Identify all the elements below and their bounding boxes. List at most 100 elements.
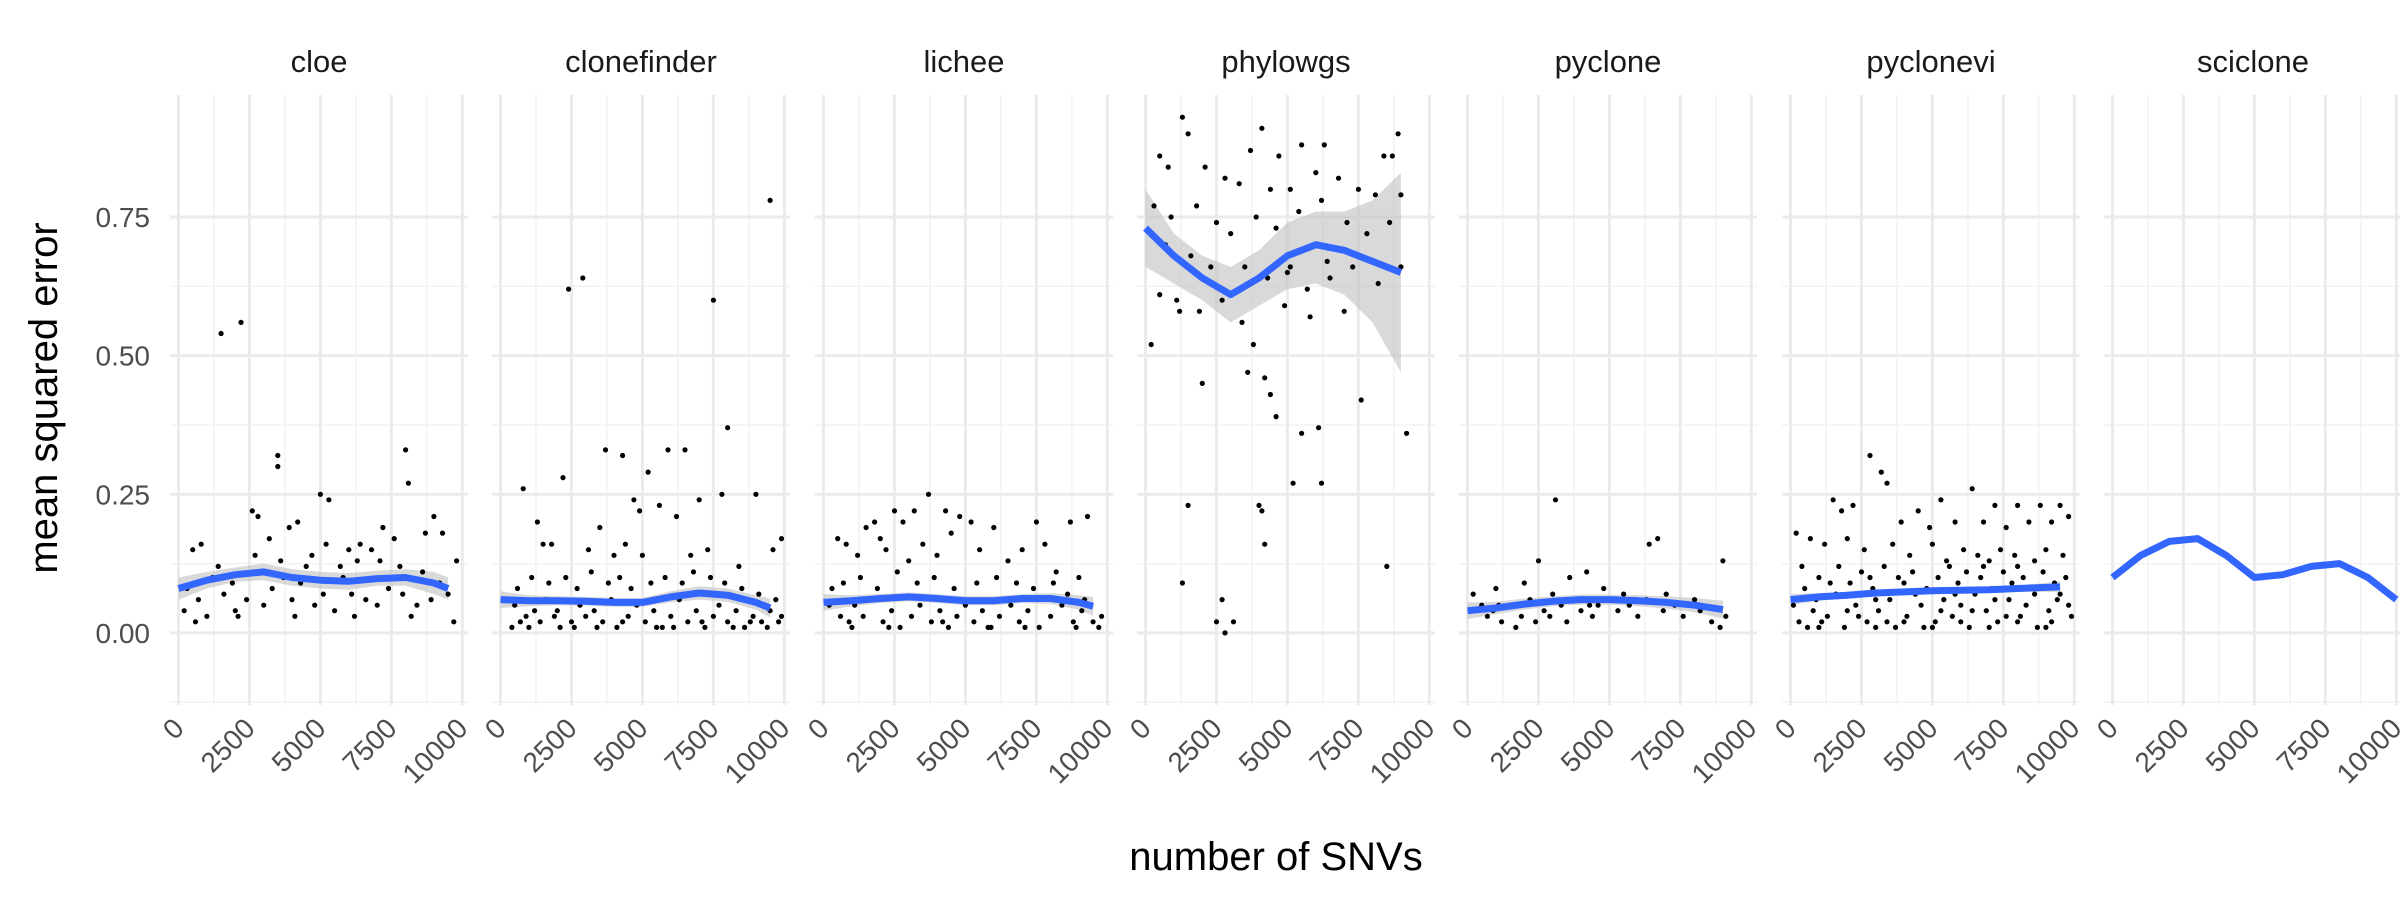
data-point: [337, 563, 343, 570]
data-point: [275, 463, 281, 470]
panel-title: cloe: [291, 44, 348, 79]
data-point: [1267, 391, 1273, 398]
data-point: [540, 541, 546, 547]
data-point: [1827, 580, 1833, 586]
data-point: [1276, 153, 1282, 159]
data-point: [733, 608, 739, 614]
data-point: [1387, 219, 1393, 226]
data-point: [1273, 225, 1279, 231]
data-point: [1287, 186, 1293, 192]
data-point: [1194, 203, 1200, 209]
data-point: [2003, 613, 2009, 619]
data-point: [1807, 536, 1813, 542]
data-point: [996, 613, 1003, 619]
data-point: [1958, 602, 1964, 608]
data-point: [2032, 591, 2038, 597]
data-point: [1867, 452, 1873, 459]
data-point: [1256, 502, 1262, 508]
data-point: [323, 541, 329, 547]
data-point: [1521, 580, 1527, 586]
data-point: [1867, 574, 1873, 581]
data-point: [1033, 519, 1039, 525]
data-point: [943, 508, 949, 514]
data-point: [611, 552, 617, 558]
data-point: [580, 275, 586, 281]
data-point: [860, 613, 866, 619]
data-point: [512, 602, 518, 608]
data-point: [520, 486, 526, 492]
data-point: [554, 608, 560, 614]
data-point: [773, 597, 779, 603]
data-point: [1493, 585, 1499, 592]
data-point: [1384, 563, 1390, 570]
data-point: [778, 613, 785, 619]
data-point: [1910, 569, 1916, 575]
data-point: [252, 552, 258, 558]
data-point: [1850, 502, 1856, 508]
data-point: [602, 447, 609, 453]
data-point: [710, 613, 717, 619]
data-point: [526, 624, 532, 631]
data-point: [716, 602, 722, 608]
data-point: [255, 513, 261, 520]
data-point: [937, 608, 943, 614]
data-point: [1723, 613, 1729, 619]
data-point: [204, 613, 210, 619]
y-tick-label: 0.50: [96, 341, 151, 372]
data-point: [1824, 613, 1830, 619]
data-point: [1174, 297, 1180, 303]
data-point: [1847, 580, 1853, 586]
data-point: [1796, 619, 1802, 625]
data-point: [317, 491, 323, 497]
data-point: [1090, 619, 1096, 625]
data-point: [2040, 569, 2046, 575]
data-point: [597, 524, 603, 531]
data-point: [354, 558, 360, 564]
data-point: [266, 536, 272, 542]
data-point: [1901, 619, 1907, 625]
data-point: [974, 580, 980, 586]
data-point: [1389, 153, 1395, 159]
data-point: [648, 580, 654, 586]
data-point: [1313, 170, 1319, 176]
data-point: [668, 613, 674, 619]
data-point: [1299, 142, 1305, 148]
data-point: [1299, 430, 1305, 436]
data-point: [1364, 231, 1370, 237]
data-point: [431, 513, 437, 520]
data-point: [1992, 502, 1998, 508]
data-point: [571, 624, 577, 631]
data-point: [532, 608, 538, 614]
data-point: [1878, 469, 1884, 475]
data-point: [1892, 624, 1899, 631]
data-point: [2017, 613, 2023, 619]
data-point: [560, 475, 566, 481]
data-point: [1005, 558, 1011, 564]
data-point: [1646, 541, 1652, 547]
data-point: [1253, 214, 1259, 220]
data-point: [1890, 541, 1896, 547]
data-point: [2063, 574, 2069, 581]
data-point: [849, 624, 855, 631]
data-point: [1861, 547, 1867, 553]
data-point: [1836, 563, 1842, 570]
data-point: [1802, 585, 1808, 592]
data-point: [1196, 308, 1202, 314]
data-point: [2012, 552, 2018, 558]
data-point: [1918, 602, 1924, 608]
data-point: [181, 608, 187, 614]
data-point: [662, 574, 668, 581]
data-point: [1239, 319, 1245, 325]
data-point: [1717, 624, 1723, 631]
data-point: [690, 569, 697, 575]
data-point: [295, 519, 301, 525]
data-point: [261, 602, 267, 608]
data-point: [651, 608, 657, 614]
data-point: [750, 613, 756, 619]
data-point: [332, 608, 338, 614]
data-point: [1793, 530, 1799, 536]
panel-title: lichee: [924, 44, 1005, 79]
data-point: [235, 613, 241, 619]
data-point: [445, 591, 451, 597]
data-point: [747, 619, 753, 625]
